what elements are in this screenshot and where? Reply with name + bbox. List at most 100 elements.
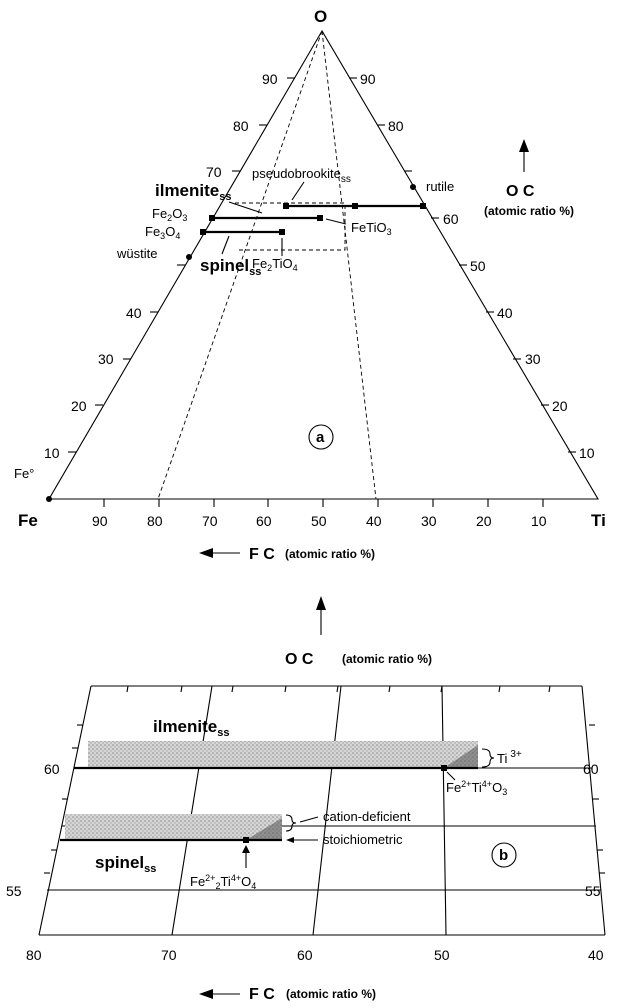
panel-b-circle (491, 842, 517, 868)
vertex-o-label: O (314, 7, 327, 26)
stoichiometric-arrow-head (286, 837, 294, 843)
fetio3-point-b (441, 765, 447, 771)
fe2o3-label: Fe2O3 (152, 206, 187, 223)
fe2tio4-point (279, 229, 285, 235)
bottom-tick-60: 60 (256, 513, 272, 529)
bottom-tick-80-b: 80 (26, 947, 42, 963)
fe-metal-label: Fe° (14, 466, 34, 481)
bottom-tick-20: 20 (476, 513, 492, 529)
left-tick-10: 10 (44, 445, 60, 461)
panel-a-circle (308, 424, 334, 450)
bottom-tick-80: 80 (147, 513, 163, 529)
dashed-inset-box (235, 202, 346, 251)
right-tick-40: 40 (497, 305, 513, 321)
stoichiometric-label: stoichiometric (323, 832, 403, 847)
left-tick-60-b: 60 (44, 761, 60, 777)
right-tick-30: 30 (525, 351, 541, 367)
right-tick-10: 10 (579, 445, 595, 461)
oc-axis-unit-b: (atomic ratio %) (342, 652, 432, 666)
right-tick-60: 60 (443, 211, 459, 227)
ilmenite-ti3-wedge (444, 745, 478, 768)
side-ticks (44, 724, 605, 874)
spinel-label: spinelss (200, 256, 261, 278)
pseudobrookite-arrow (291, 181, 305, 201)
fc-axis-unit-b: (atomic ratio %) (286, 987, 376, 1001)
bottom-tick-10: 10 (531, 513, 547, 529)
left-edge-ticks: 90 80 70 40 30 20 10 (44, 71, 295, 461)
spinel-arrow (221, 235, 230, 255)
ti3-bracket (481, 748, 495, 768)
pseudobrookite-left-point (283, 203, 289, 209)
oc-arrow-head-b (316, 596, 326, 610)
right-tick-60-b: 60 (583, 761, 599, 777)
cation-deficient-arrow (299, 816, 319, 823)
fe2tio4-point-b (243, 837, 249, 843)
bottom-tick-90: 90 (92, 513, 108, 529)
spinel-band (65, 814, 282, 840)
rutile-label: rutile (426, 179, 454, 194)
spinel-formula-arrow-head (242, 845, 250, 853)
fc-axis-title-b: F C (249, 986, 275, 1003)
pseudobrookite-mid-point (352, 203, 358, 209)
panel-b-label: b (499, 847, 508, 864)
oc-axis-unit-a: (atomic ratio %) (484, 204, 574, 218)
dashed-guide-right (321, 30, 377, 500)
bottom-tick-40-b: 40 (588, 947, 604, 963)
left-tick-70: 70 (206, 164, 222, 180)
oc-axis-title-a: O C (506, 183, 535, 200)
pseudobrookite-right-point (420, 203, 426, 209)
fetio3-arrow (325, 218, 347, 225)
wustite-point (186, 254, 192, 260)
fetio3-label: FeTiO3 (351, 220, 392, 237)
bottom-tick-70-b: 70 (161, 947, 177, 963)
bottom-tick-30: 30 (421, 513, 437, 529)
bottom-tick-50-b: 50 (434, 947, 450, 963)
bottom-tick-40: 40 (366, 513, 382, 529)
panel-a: O Fe Ti Fe° 90 80 70 40 30 20 10 (14, 7, 606, 563)
right-tick-80: 80 (388, 118, 404, 134)
left-tick-30: 30 (98, 351, 114, 367)
spinel-formula-label: Fe2+2Ti4+O4 (190, 873, 256, 891)
cation-deficient-label: cation-deficient (323, 809, 411, 824)
right-tick-20: 20 (552, 398, 568, 414)
bottom-edge-ticks: 90 80 70 60 50 40 30 20 10 (92, 499, 547, 529)
ti3-label: Ti 3+ (497, 749, 522, 766)
fc-arrow-head-b (199, 989, 213, 999)
vertex-fe-label: Fe (18, 511, 38, 530)
bottom-tick-60-b: 60 (297, 947, 313, 963)
ilmenite-formula-arrow (446, 771, 456, 781)
right-tick-90: 90 (360, 71, 376, 87)
fe3o4-label: Fe3O4 (145, 224, 180, 241)
panel-a-label: a (316, 429, 325, 446)
ilmenite-label-b: ilmenitess (153, 717, 230, 739)
grid-fc-50 (441, 685, 447, 936)
top-minor-ticks (126, 685, 551, 693)
rutile-point (410, 184, 416, 190)
ilmenite-label: ilmenitess (155, 181, 232, 203)
fc-arrow-head-a (199, 548, 213, 558)
ilmenite-arrow (228, 201, 263, 214)
pseudobrookite-label: pseudobrookitess (252, 166, 351, 185)
wustite-label: wüstite (116, 246, 157, 261)
left-tick-80: 80 (233, 118, 249, 134)
dashed-guide-left (157, 30, 323, 500)
fc-axis-title-a: F C (249, 546, 275, 563)
grid-fc-60 (312, 685, 342, 936)
right-tick-55-b: 55 (585, 883, 601, 899)
fe2tio4-label: Fe2TiO4 (252, 256, 298, 273)
ilmenite-formula-label: Fe2+Ti4+O3 (446, 779, 507, 797)
fe-metal-point (46, 496, 52, 502)
frame-right (581, 685, 606, 936)
left-tick-55-b: 55 (6, 883, 22, 899)
fe2o3-point (209, 215, 215, 221)
bottom-tick-70: 70 (202, 513, 218, 529)
bottom-tick-50: 50 (311, 513, 327, 529)
fetio3-point (317, 215, 323, 221)
fe3o4-point (200, 229, 206, 235)
spinel-stoich-wedge (246, 818, 282, 840)
oc-axis-title-b: O C (285, 651, 314, 668)
left-tick-20: 20 (71, 398, 87, 414)
right-edge-ticks: 90 80 60 50 40 30 20 10 (349, 71, 595, 461)
oc-arrow-head-a (519, 139, 529, 152)
